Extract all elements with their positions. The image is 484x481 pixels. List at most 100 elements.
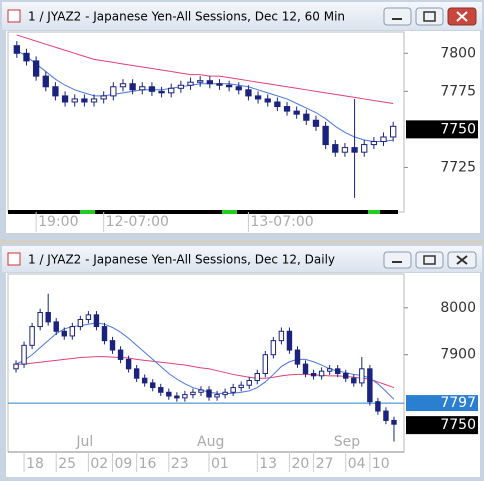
candle-body bbox=[53, 321, 59, 332]
minimize-button[interactable] bbox=[383, 251, 412, 269]
candle-body bbox=[21, 344, 27, 365]
maximize-button[interactable] bbox=[415, 7, 444, 26]
month-label: Sep bbox=[334, 434, 361, 450]
candle-body bbox=[351, 147, 358, 153]
plot-area bbox=[7, 273, 405, 453]
maximize-button[interactable] bbox=[415, 251, 444, 269]
candle-body bbox=[390, 125, 397, 138]
price-box bbox=[406, 395, 478, 412]
candle-body bbox=[222, 391, 228, 396]
candle-body bbox=[93, 314, 100, 328]
candle-body bbox=[110, 86, 117, 97]
candle-body bbox=[61, 95, 69, 103]
x-tick-label: 16 bbox=[139, 456, 157, 472]
candle-body bbox=[141, 377, 148, 384]
candle-body bbox=[322, 125, 329, 146]
candle-body bbox=[351, 377, 357, 384]
candle-body bbox=[283, 106, 291, 112]
candle-body bbox=[61, 330, 67, 337]
y-tick-label: 7900 bbox=[440, 347, 476, 363]
candle-body bbox=[81, 98, 88, 103]
y-tick-label: 7725 bbox=[440, 159, 476, 175]
candle-body bbox=[383, 410, 389, 421]
candle-body bbox=[13, 363, 19, 370]
candle-body bbox=[37, 311, 43, 328]
x-tick-label: 13 bbox=[259, 456, 277, 472]
candle-body bbox=[375, 401, 381, 412]
candle-body bbox=[71, 98, 78, 103]
candle-body bbox=[125, 358, 132, 370]
candle-body bbox=[187, 81, 194, 86]
candle-body bbox=[32, 60, 40, 77]
plot-area bbox=[7, 31, 405, 213]
candle-body bbox=[312, 119, 320, 127]
last-price-box bbox=[406, 120, 478, 139]
candle-body bbox=[168, 87, 175, 94]
candle-body bbox=[359, 368, 365, 384]
candle-body bbox=[230, 387, 236, 393]
window-title: 1 / JYAZ2 - Japanese Yen-All Sessions, D… bbox=[28, 253, 335, 267]
candle-body bbox=[150, 382, 156, 389]
candle-body bbox=[166, 391, 172, 397]
y-tick-label: 7775 bbox=[440, 83, 476, 99]
moving-average bbox=[16, 34, 394, 104]
last-price-box bbox=[406, 416, 478, 435]
x-tick-label: 10 bbox=[372, 456, 390, 472]
last-price-label: 7750 bbox=[440, 417, 476, 433]
candle-body bbox=[274, 101, 281, 108]
x-tick-label: 18 bbox=[26, 456, 44, 472]
x-tick-label: 04 bbox=[348, 456, 366, 472]
x-tick-label: 13-07:00 bbox=[250, 214, 313, 230]
candle-body bbox=[294, 349, 301, 365]
candle-body bbox=[77, 319, 84, 328]
last-price-label: 7750 bbox=[440, 121, 476, 137]
candle-body bbox=[214, 394, 220, 398]
candle-body bbox=[310, 372, 317, 377]
candle-body bbox=[129, 83, 136, 91]
window-buttons bbox=[383, 251, 477, 269]
candle-body bbox=[190, 391, 196, 396]
candle-body bbox=[109, 340, 116, 351]
x-tick-label: 09 bbox=[115, 456, 133, 472]
candle-body bbox=[90, 98, 98, 103]
candle-body bbox=[238, 384, 244, 389]
candle-body bbox=[318, 370, 325, 377]
candle-body bbox=[177, 84, 185, 89]
x-tick-label: 12-07:00 bbox=[106, 214, 169, 230]
candle-body bbox=[13, 45, 20, 54]
candle-body bbox=[341, 147, 349, 153]
candle-body bbox=[286, 330, 293, 351]
candle-body bbox=[133, 368, 140, 379]
candle-body bbox=[254, 372, 260, 382]
y-tick-label: 8000 bbox=[440, 300, 476, 316]
candle-body bbox=[100, 95, 107, 100]
candle-body bbox=[139, 86, 146, 91]
candle-body bbox=[343, 372, 349, 379]
candle-body bbox=[293, 110, 300, 115]
candle-body bbox=[391, 419, 397, 425]
candle-body bbox=[264, 98, 271, 103]
candle-body bbox=[225, 84, 233, 88]
candle-body bbox=[380, 136, 387, 143]
candle-body bbox=[29, 326, 35, 346]
window-buttons bbox=[383, 7, 477, 26]
candle-body bbox=[117, 349, 124, 360]
candle-body bbox=[302, 363, 309, 374]
candle-body bbox=[246, 380, 252, 386]
candle-body bbox=[235, 86, 242, 91]
candle-body bbox=[270, 340, 277, 356]
month-label: Jul bbox=[75, 434, 93, 450]
candle-body bbox=[303, 113, 310, 121]
candle-body bbox=[206, 80, 213, 85]
candle-body bbox=[101, 326, 108, 342]
window-title: 1 / JYAZ2 - Japanese Yen-All Sessions, D… bbox=[28, 10, 345, 24]
y-tick-label: 7800 bbox=[440, 45, 476, 61]
minimize-button[interactable] bbox=[383, 7, 412, 26]
x-tick-label: 01 bbox=[211, 456, 229, 472]
candle-body bbox=[206, 389, 212, 398]
candle-body bbox=[119, 83, 127, 88]
candle-body bbox=[85, 314, 92, 321]
x-tick-label: 27 bbox=[316, 456, 334, 472]
candle-body bbox=[23, 52, 30, 62]
